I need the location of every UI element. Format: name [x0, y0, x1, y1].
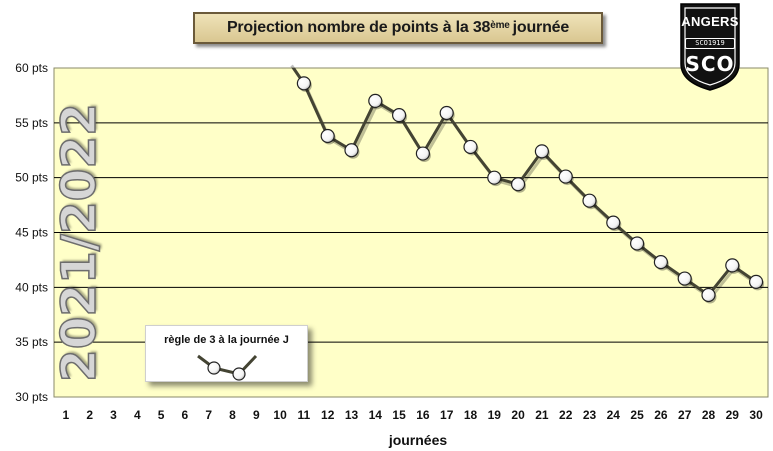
chart-title: Projection nombre de points à la 38 ème jo… [193, 12, 603, 44]
x-tick-label: 17 [440, 408, 454, 422]
y-tick-label: 30 pts [15, 390, 48, 404]
logo-text-bottom: SCO [685, 52, 735, 76]
data-point [701, 287, 716, 303]
data-point [653, 255, 669, 270]
x-tick-label: 25 [630, 408, 644, 422]
legend-swatch [197, 354, 258, 381]
title-superscript: ème [490, 19, 510, 31]
data-point [296, 76, 311, 91]
y-tick-labels: 30 pts 35 pts 40 pts 45 pts 50 pts 55 pts 60 p… [15, 61, 48, 404]
y-tick-label: 40 pts [15, 280, 48, 294]
x-tick-label: 28 [702, 408, 716, 422]
x-tick-label: 22 [559, 408, 573, 422]
data-point [748, 274, 764, 289]
data-point [344, 143, 359, 158]
x-tick-label: 1 [63, 408, 70, 422]
x-tick-label: 30 [749, 408, 763, 422]
data-point [677, 271, 692, 286]
data-point [368, 93, 383, 109]
series [290, 64, 765, 304]
data-point [392, 108, 407, 123]
x-tick-label: 29 [726, 408, 740, 422]
title-main: Projection nombre de points à la 38 [226, 19, 491, 36]
x-tick-label: 24 [607, 408, 621, 422]
data-point [415, 146, 430, 161]
x-tick-label: 16 [416, 408, 430, 422]
club-logo: ANGERS SCO1919 SCO [677, 2, 743, 92]
x-tick-label: 23 [583, 408, 597, 422]
angers-sco-shield-icon [680, 3, 740, 91]
data-point [629, 236, 645, 251]
legend-label: règle de 3 à la journée J [164, 334, 289, 346]
legend: règle de 3 à la journée J [145, 325, 308, 382]
x-tick-label: 21 [535, 408, 549, 422]
x-tick-label: 13 [345, 408, 359, 422]
x-tick-label: 5 [158, 408, 165, 422]
y-tick-label: 60 pts [15, 61, 48, 75]
y-tick-label: 50 pts [15, 171, 48, 185]
x-tick-label: 3 [110, 408, 117, 422]
y-tick-label: 45 pts [15, 226, 48, 240]
x-tick-label: 10 [273, 408, 287, 422]
x-tick-label: 8 [229, 408, 236, 422]
data-point [582, 193, 597, 208]
logo-text-mid: SCO1919 [685, 38, 735, 49]
x-tick-label: 15 [392, 408, 406, 422]
x-tick-label: 9 [253, 408, 260, 422]
x-tick-labels: 1 2 3 4 5 6 7 8 9 10 11 12 13 14 15 16 17 18 19 20 21 22 23 24 2… [63, 408, 764, 422]
data-point [487, 170, 502, 185]
legend-marker [232, 367, 246, 381]
x-tick-label: 19 [488, 408, 502, 422]
data-point [606, 215, 621, 230]
season-watermark: 2021/2022 [51, 102, 108, 382]
data-point [510, 177, 526, 192]
x-tick-label: 4 [134, 408, 141, 422]
x-tick-label: 2 [86, 408, 93, 422]
legend-marker [207, 361, 221, 375]
x-tick-label: 26 [654, 408, 668, 422]
data-point [534, 144, 550, 159]
x-tick-label: 12 [321, 408, 335, 422]
y-tick-label: 55 pts [15, 116, 48, 130]
legend-line [197, 354, 258, 376]
data-point [463, 139, 478, 155]
x-tick-label: 14 [369, 408, 383, 422]
data-point [725, 258, 740, 273]
data-point [439, 105, 454, 121]
x-tick-label: 11 [298, 408, 311, 422]
x-axis-label: journées [388, 432, 448, 448]
x-tick-label: 6 [182, 408, 189, 422]
y-tick-label: 35 pts [15, 335, 48, 349]
x-tick-label: 7 [205, 408, 212, 422]
x-tick-label: 18 [464, 408, 478, 422]
data-point [320, 128, 335, 144]
title-end: journée [512, 19, 570, 36]
logo-text-top: ANGERS [681, 14, 739, 29]
x-tick-label: 20 [511, 408, 525, 422]
data-point [558, 169, 573, 184]
x-tick-label: 27 [678, 408, 692, 422]
